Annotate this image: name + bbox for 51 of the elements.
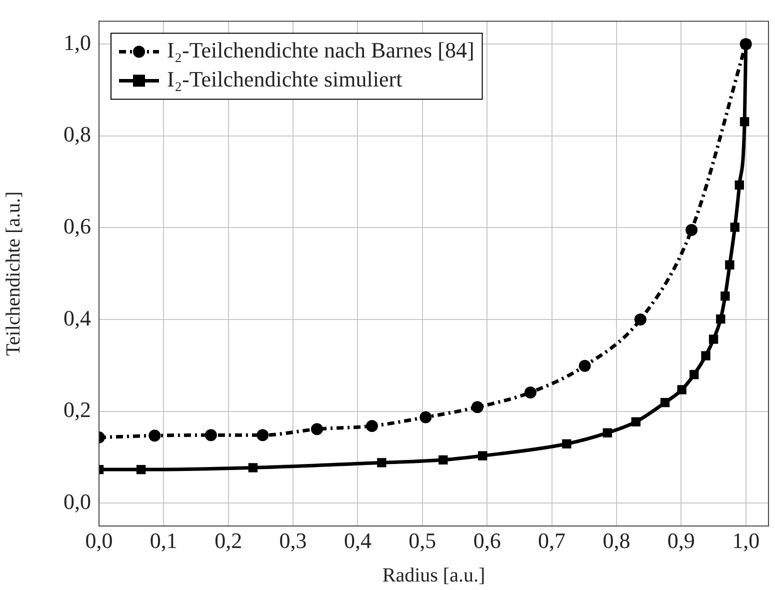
y-axis-title: Teilchendichte [a.u.] xyxy=(2,191,24,356)
point xyxy=(725,260,734,270)
y-tick-label: 1,0 xyxy=(64,30,91,55)
point xyxy=(677,385,686,394)
y-tick-label: 0,4 xyxy=(64,305,91,330)
point xyxy=(148,430,161,442)
point xyxy=(471,401,484,414)
point xyxy=(310,423,323,436)
point xyxy=(248,463,258,472)
x-axis-title: Radius [a.u.] xyxy=(382,564,486,586)
y-tick-label: 0,0 xyxy=(64,488,91,514)
point xyxy=(708,334,718,344)
x-tick-label: 1,0 xyxy=(732,528,760,553)
point xyxy=(204,429,217,442)
x-tick-label: 0,0 xyxy=(85,528,113,553)
x-tick-label: 0,2 xyxy=(214,528,242,553)
point xyxy=(740,117,750,126)
point xyxy=(716,314,726,324)
y-tick-label: 0,8 xyxy=(64,122,91,147)
point xyxy=(631,417,640,426)
x-tick-label: 0,9 xyxy=(667,528,695,553)
point xyxy=(256,429,269,442)
point xyxy=(420,411,432,424)
point xyxy=(562,439,572,448)
y-tick-label: 0,6 xyxy=(64,213,91,238)
x-tick-label: 0,5 xyxy=(408,528,436,553)
point xyxy=(734,180,744,190)
point xyxy=(366,420,378,432)
point xyxy=(690,370,699,380)
point xyxy=(578,360,591,372)
point xyxy=(634,313,646,326)
point xyxy=(660,398,670,408)
point xyxy=(438,455,448,465)
point xyxy=(136,464,146,474)
point xyxy=(524,386,536,398)
x-tick-label: 0,1 xyxy=(150,528,178,553)
point xyxy=(701,351,710,360)
legend-label: I₂-Teilchendichte simuliert xyxy=(167,66,402,92)
x-tick-label: 0,3 xyxy=(279,528,307,553)
x-tick-label: 0,4 xyxy=(344,528,372,553)
legend-label: I₂-Teilchendichte nach Barnes [84] xyxy=(167,37,474,62)
point xyxy=(377,458,386,468)
point xyxy=(602,428,612,438)
point xyxy=(720,291,730,301)
point xyxy=(478,451,488,460)
x-tick-label: 0,8 xyxy=(602,528,630,553)
y-tick-label: 0,2 xyxy=(64,397,91,422)
x-tick-label: 0,6 xyxy=(473,528,501,553)
point xyxy=(686,224,698,236)
x-tick-label: 0,7 xyxy=(538,528,566,553)
point xyxy=(730,222,740,232)
